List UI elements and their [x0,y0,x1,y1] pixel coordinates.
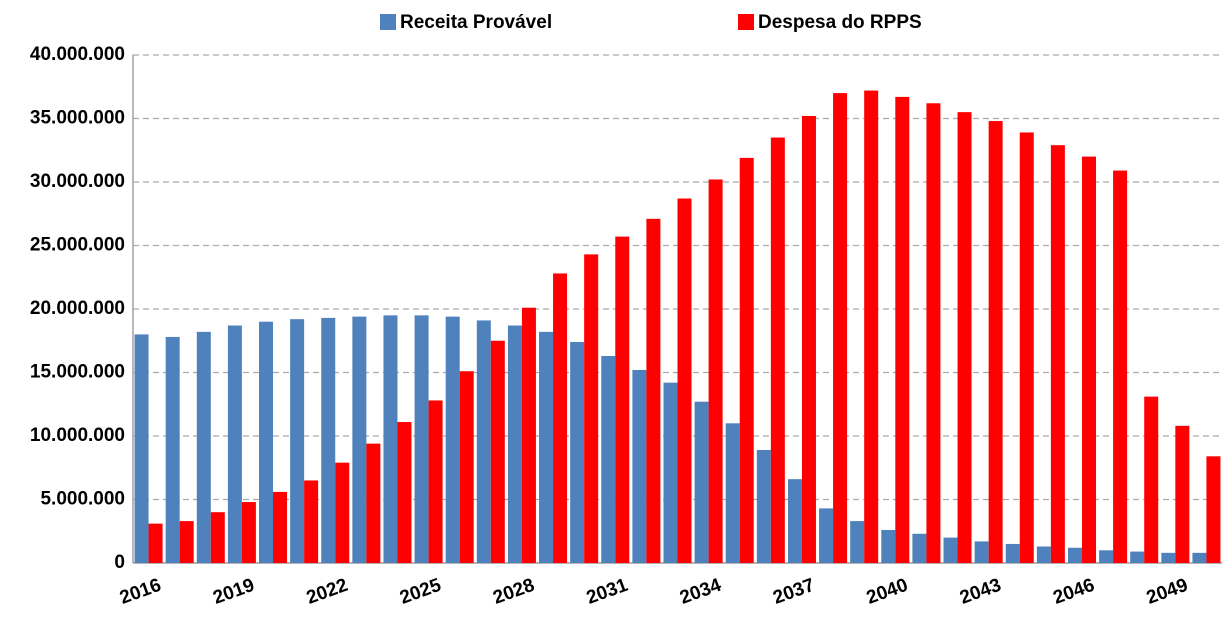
bar [445,316,460,563]
bar [756,449,771,563]
bar [134,334,149,563]
bar [414,315,429,563]
bar [1019,132,1034,563]
bar [1050,145,1065,564]
bar [210,512,225,563]
bar [1113,170,1128,563]
legend-swatch [380,14,396,30]
bar [490,340,505,563]
bar [895,96,910,563]
x-tick-label: 2034 [677,575,724,609]
bar [539,331,554,563]
bar [725,423,740,563]
bar [352,316,367,563]
bar [850,521,865,563]
y-tick-label: 10.000.000 [30,425,125,446]
y-tick-label: 15.000.000 [30,362,125,383]
x-tick-label: 2043 [957,575,1004,609]
bar [570,342,585,563]
bar [1161,552,1176,563]
bar [739,157,754,563]
bar [1005,543,1020,563]
x-tick-label: 2016 [117,575,164,609]
bar [227,325,242,563]
bar [943,537,958,563]
y-tick-label: 35.000.000 [30,108,125,129]
bar [1206,456,1221,563]
x-tick-label: 2049 [1144,575,1191,609]
legend-label: Receita Provável [400,12,552,33]
bar [864,90,879,563]
bar [273,491,288,563]
bar [383,315,398,563]
bar [1130,551,1145,563]
bar [165,336,180,563]
bar [459,371,474,563]
bar [974,541,989,563]
bar [1192,552,1207,563]
x-tick-label: 2028 [490,575,537,609]
bar [912,533,927,563]
bar [148,523,163,563]
bar [304,480,319,563]
bar [801,115,816,564]
bar [615,236,630,564]
x-tick-label: 2040 [864,575,911,609]
y-tick-label: 40.000.000 [30,44,125,65]
bar [179,521,194,563]
bar [663,382,678,563]
x-tick-label: 2022 [304,575,351,609]
y-tick-label: 20.000.000 [30,298,125,319]
bar [241,502,256,563]
bar [1144,396,1159,563]
bar [1036,546,1051,563]
bar [196,331,211,563]
bar [708,179,723,563]
x-tick-label: 2046 [1050,575,1097,609]
x-tick-label: 2031 [584,575,631,609]
bar [335,462,350,563]
bar [584,254,599,563]
bar [988,121,1003,563]
x-tick-label: 2037 [770,575,817,609]
bar [1175,425,1190,563]
bar [507,325,522,563]
bar [833,93,848,563]
bar [957,112,972,564]
bar [770,137,785,564]
bar [1099,550,1114,563]
bar [819,508,834,563]
y-tick-label: 5.000.000 [40,489,125,510]
bar [521,307,536,563]
bar [694,401,709,563]
bar [677,198,692,563]
bar [787,479,802,563]
bar [926,103,941,563]
y-tick-label: 30.000.000 [30,171,125,192]
bar [1081,156,1096,563]
bar [428,400,443,563]
bar [881,529,896,563]
x-tick-label: 2025 [397,575,444,609]
bar [321,317,336,563]
bar [476,320,491,563]
bar [553,273,568,563]
bar [259,321,274,563]
bar [397,422,412,563]
y-tick-label: 25.000.000 [30,235,125,256]
bar [366,443,381,563]
bar [290,319,305,563]
legend-label: Despesa do RPPS [758,12,922,33]
bar [632,369,647,563]
legend-swatch [738,14,754,30]
y-tick-label: 0 [114,552,125,573]
bar [1067,547,1082,563]
bar [646,218,661,563]
x-tick-label: 2019 [210,575,257,609]
bar [601,355,616,563]
